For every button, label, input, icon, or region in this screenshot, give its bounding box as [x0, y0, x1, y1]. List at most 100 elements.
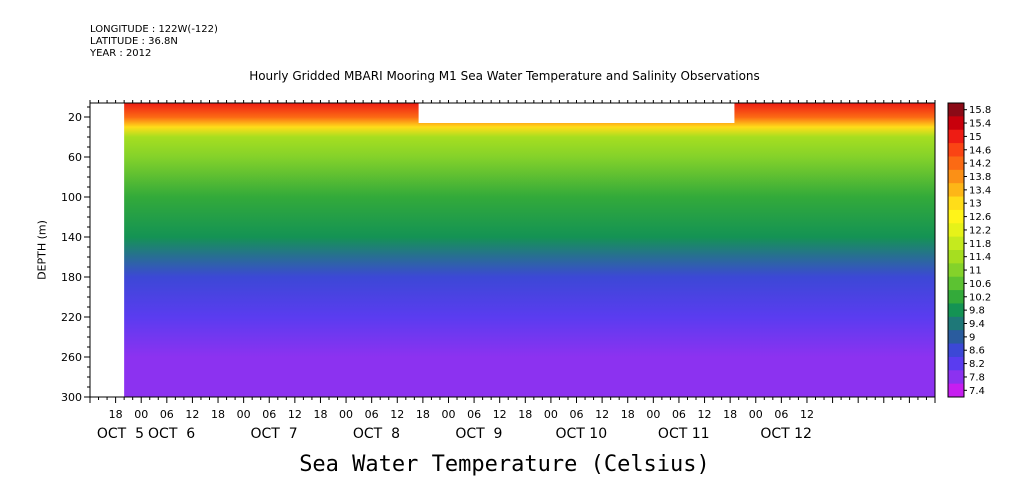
colorbar-swatch: [948, 290, 964, 304]
x-hour-label: 06: [365, 408, 379, 421]
x-day-label: OCT 7: [250, 426, 297, 442]
x-hour-label: 06: [262, 408, 276, 421]
colorbar-swatch: [948, 330, 964, 345]
x-hour-label: 12: [698, 408, 712, 421]
colorbar-label: 7.4: [969, 386, 985, 397]
colorbar-label: 13: [969, 199, 982, 210]
colorbar-label: 15.8: [969, 105, 991, 116]
colorbar-label: 8.6: [969, 346, 985, 357]
x-hour-label: 18: [723, 408, 737, 421]
colorbar-label: 12.2: [969, 225, 991, 236]
x-day-label: OCT 5: [97, 426, 144, 442]
x-day-label: OCT 9: [455, 426, 502, 442]
colorbar-label: 7.8: [969, 372, 985, 383]
x-hour-label: 00: [237, 408, 251, 421]
colorbar: 15.8 15.4 15 14.6 14.2 13.8 13.4 13 12.6 12.2 11.8…: [947, 102, 991, 398]
x-hour-label: 06: [160, 408, 174, 421]
colorbar-label: 9.8: [969, 306, 985, 317]
colorbar-label: 11: [969, 266, 982, 277]
colorbar-swatch: [948, 143, 964, 157]
colorbar-swatch: [948, 236, 964, 251]
colorbar-frame: [947, 102, 965, 398]
x-hour-label: 00: [441, 408, 455, 421]
colorbar-label: 14.2: [969, 159, 991, 170]
x-axis: 18 00 06 12 18 00 06 12 18 00 06 12 18 00 06 12 18 00 06 12…: [89, 397, 936, 442]
x-hour-label: 18: [313, 408, 327, 421]
x-hour-label: 12: [493, 408, 507, 421]
x-hour-label: 18: [518, 408, 532, 421]
variable-label: Sea Water Temperature (Celsius): [299, 452, 710, 477]
year-label: YEAR : 2012: [90, 48, 152, 59]
chart-title: Hourly Gridded MBARI Mooring M1 Sea Wate…: [249, 69, 760, 83]
colorbar-label: 12.6: [969, 212, 991, 223]
colorbar-label: 13.4: [969, 185, 991, 196]
x-hour-label: 00: [646, 408, 660, 421]
x-hour-label: 06: [774, 408, 788, 421]
colorbar-label: 11.4: [969, 252, 991, 263]
x-hour-label: 00: [544, 408, 558, 421]
colorbar-label: 15: [969, 132, 982, 143]
x-day-label: OCT 6: [148, 426, 195, 442]
colorbar-swatch: [948, 209, 964, 224]
colorbar-swatch: [948, 129, 964, 144]
y-tick-label: 300: [61, 391, 82, 404]
colorbar-swatch: [948, 263, 964, 278]
colorbar-swatch: [948, 250, 964, 264]
colorbar-swatch: [948, 303, 964, 318]
latitude-label: LATITUDE : 36.8N: [90, 36, 178, 47]
colorbar-swatch: [948, 116, 964, 131]
y-tick-label: 60: [68, 151, 82, 164]
colorbar-swatch: [948, 356, 964, 371]
x-hour-label: 06: [672, 408, 686, 421]
colorbar-swatch: [948, 383, 964, 398]
colorbar-swatch: [948, 103, 964, 117]
x-hour-label: 18: [109, 408, 123, 421]
colorbar-swatch: [948, 183, 964, 198]
x-hour-label: 12: [288, 408, 302, 421]
missing-data-region: [418, 103, 735, 123]
colorbar-swatch: [948, 156, 964, 171]
y-tick-label: 220: [61, 311, 82, 324]
colorbar-swatch: [948, 316, 964, 331]
plot-area: [89, 102, 936, 398]
x-hour-label: 06: [570, 408, 584, 421]
colorbar-swatch: [948, 276, 964, 291]
colorbar-label: 15.4: [969, 119, 991, 130]
y-tick-label: 140: [61, 231, 82, 244]
longitude-label: LONGITUDE : 122W(-122): [90, 24, 218, 35]
colorbar-label: 8.2: [969, 359, 985, 370]
x-day-label: OCT 11: [658, 426, 710, 442]
x-hour-label: 12: [185, 408, 199, 421]
x-hour-label: 12: [595, 408, 609, 421]
x-day-label: OCT 10: [556, 426, 608, 442]
y-tick-label: 180: [61, 271, 82, 284]
x-hour-label: 00: [134, 408, 148, 421]
colorbar-label: 9: [969, 332, 975, 343]
colorbar-label: 10.2: [969, 292, 991, 303]
colorbar-swatch: [948, 370, 964, 385]
y-axis: 20 60 100 140 180 220 260 300: [61, 100, 936, 404]
temperature-field: [124, 103, 935, 397]
colorbar-swatch: [948, 343, 964, 358]
x-hour-label: 18: [621, 408, 635, 421]
x-hour-label: 06: [467, 408, 481, 421]
x-hour-label: 18: [211, 408, 225, 421]
x-hour-label: 12: [390, 408, 404, 421]
x-hour-label: 00: [749, 408, 763, 421]
x-hour-label: 12: [800, 408, 814, 421]
y-tick-label: 260: [61, 351, 82, 364]
colorbar-swatch: [948, 169, 964, 184]
x-hour-label: 00: [339, 408, 353, 421]
colorbar-label: 10.6: [969, 279, 991, 290]
x-day-label: OCT 12: [760, 426, 812, 442]
colorbar-label: 9.4: [969, 319, 985, 330]
colorbar-label: 13.8: [969, 172, 991, 183]
colorbar-label: 14.6: [969, 145, 991, 156]
plot-frame: [89, 102, 936, 398]
colorbar-swatch: [948, 223, 964, 238]
colorbar-label: 11.8: [969, 239, 991, 250]
x-day-label: OCT 8: [353, 426, 400, 442]
y-tick-label: 20: [68, 111, 82, 124]
x-hour-label: 18: [416, 408, 430, 421]
